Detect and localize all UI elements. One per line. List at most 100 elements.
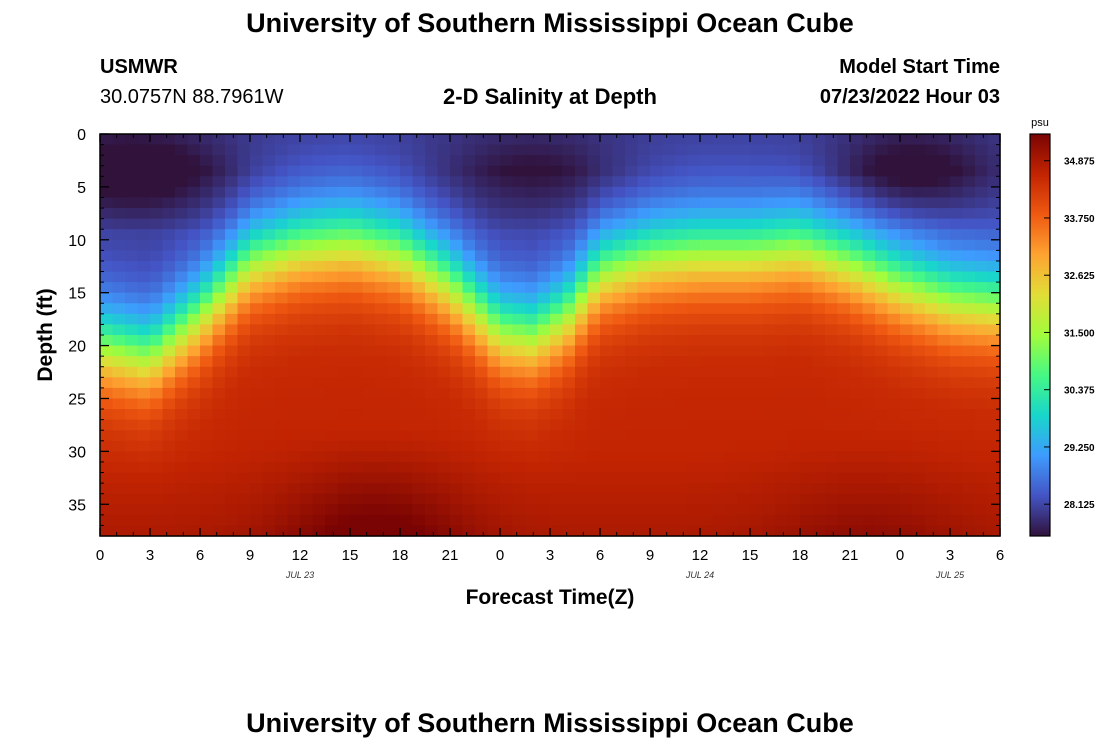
heatmap-cell — [987, 493, 1001, 505]
heatmap-cell — [375, 504, 389, 516]
heatmap-cell — [887, 430, 901, 442]
heatmap-cell — [375, 239, 389, 251]
heatmap-cell — [450, 229, 464, 241]
heatmap-cell — [612, 409, 626, 421]
heatmap-cell — [937, 176, 951, 188]
heatmap-cell — [712, 472, 726, 484]
colorbar-tick-label: 33.750 — [1064, 214, 1095, 225]
heatmap-cell — [562, 208, 576, 220]
heatmap-cell — [112, 155, 126, 167]
heatmap-cell — [362, 208, 376, 220]
heatmap-cell — [425, 271, 439, 283]
heatmap-cell — [875, 409, 889, 421]
heatmap-cell — [575, 271, 589, 283]
heatmap-cell — [112, 451, 126, 463]
heatmap-cell — [700, 514, 714, 527]
heatmap-cell — [675, 525, 689, 537]
heatmap-cell — [625, 229, 639, 241]
heatmap-cell — [262, 282, 276, 294]
heatmap-cell — [775, 176, 789, 188]
heatmap-cell — [575, 155, 589, 167]
heatmap-cell — [550, 324, 564, 336]
heatmap-cell — [675, 197, 689, 209]
heatmap-cell — [737, 313, 751, 326]
heatmap-cell — [575, 345, 589, 357]
heatmap-cell — [487, 483, 501, 495]
heatmap-cell — [500, 366, 514, 378]
heatmap-cell — [400, 419, 414, 431]
heatmap-cell — [837, 335, 851, 347]
heatmap-cell — [175, 366, 189, 378]
heatmap-cell — [225, 165, 239, 177]
heatmap-cell — [762, 324, 776, 336]
heatmap-cell — [362, 271, 376, 283]
heatmap-cell — [650, 313, 664, 326]
heatmap-cell — [837, 525, 851, 537]
heatmap-cell — [200, 144, 214, 156]
heatmap-cell — [662, 514, 676, 527]
heatmap-cell — [775, 345, 789, 357]
heatmap-cell — [837, 260, 851, 273]
heatmap-cell — [175, 430, 189, 442]
heatmap-cell — [425, 377, 439, 389]
heatmap-cell — [300, 197, 314, 209]
heatmap-cell — [575, 144, 589, 156]
heatmap-cell — [362, 493, 376, 505]
heatmap-cell — [787, 292, 801, 304]
heatmap-cell — [125, 451, 139, 463]
heatmap-cell — [575, 292, 589, 304]
heatmap-cell — [762, 398, 776, 410]
heatmap-cell — [275, 409, 289, 421]
heatmap-cell — [850, 366, 864, 378]
heatmap-cell — [912, 165, 926, 177]
heatmap-cell — [275, 144, 289, 156]
heatmap-cell — [250, 345, 264, 357]
heatmap-cell — [362, 472, 376, 484]
heatmap-cell — [512, 398, 526, 410]
heatmap-cell — [900, 483, 914, 495]
heatmap-cell — [725, 493, 739, 505]
heatmap-cell — [400, 493, 414, 505]
heatmap-cell — [850, 430, 864, 442]
heatmap-cell — [850, 134, 864, 146]
heatmap-cell — [175, 313, 189, 326]
heatmap-cell — [825, 250, 839, 262]
heatmap-cell — [337, 292, 351, 304]
heatmap-cell — [262, 208, 276, 220]
heatmap-cell — [175, 197, 189, 209]
heatmap-cell — [237, 377, 251, 389]
heatmap-cell — [587, 461, 601, 474]
heatmap-cell — [912, 134, 926, 146]
heatmap-cell — [112, 229, 126, 241]
heatmap-cell — [162, 260, 176, 273]
heatmap-cell — [787, 440, 801, 452]
heatmap-cell — [812, 451, 826, 463]
heatmap-cell — [250, 197, 264, 209]
y-tick-label: 35 — [68, 497, 86, 514]
heatmap-cell — [262, 461, 276, 474]
heatmap-cell — [450, 282, 464, 294]
heatmap-cell — [162, 239, 176, 251]
heatmap-cell — [850, 356, 864, 368]
heatmap-cell — [887, 271, 901, 283]
heatmap-cell — [762, 229, 776, 241]
heatmap-cell — [437, 387, 451, 400]
heatmap-cell — [887, 144, 901, 156]
heatmap-cell — [962, 335, 976, 347]
heatmap-cell — [887, 440, 901, 452]
heatmap-cell — [550, 483, 564, 495]
heatmap-cell — [225, 282, 239, 294]
heatmap-cell — [412, 335, 426, 347]
heatmap-cell — [325, 366, 339, 378]
heatmap-cell — [700, 483, 714, 495]
heatmap-cell — [962, 282, 976, 294]
heatmap-cell — [175, 461, 189, 474]
heatmap-cell — [862, 345, 876, 357]
heatmap-cell — [175, 250, 189, 262]
heatmap-cell — [287, 197, 301, 209]
heatmap-cell — [712, 208, 726, 220]
heatmap-cell — [262, 197, 276, 209]
heatmap-cell — [550, 292, 564, 304]
heatmap-cell — [937, 430, 951, 442]
heatmap-cell — [787, 176, 801, 188]
